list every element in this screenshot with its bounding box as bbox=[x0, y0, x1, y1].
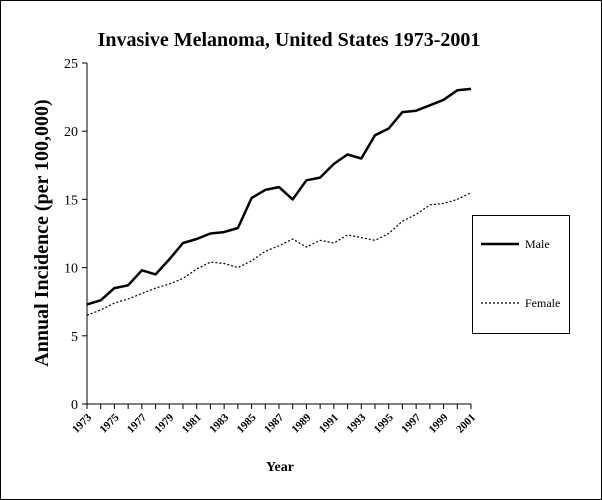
x-tick-label-4: 1981 bbox=[180, 412, 204, 436]
legend-label-female: Female bbox=[525, 296, 560, 310]
x-tick-label-8: 1989 bbox=[290, 411, 314, 435]
x-tick-label-9: 1991 bbox=[317, 412, 341, 436]
x-tick-label-10: 1993 bbox=[344, 411, 368, 435]
chart-title: Invasive Melanoma, United States 1973-20… bbox=[98, 29, 481, 51]
x-tick-label-5: 1983 bbox=[207, 411, 231, 435]
x-tick-label-11: 1995 bbox=[372, 411, 396, 435]
x-tick-label-1: 1975 bbox=[98, 411, 122, 435]
legend: Male Female bbox=[472, 215, 570, 334]
x-tick-label-2: 1977 bbox=[125, 411, 149, 435]
y-tick-label-1: 5 bbox=[71, 330, 78, 345]
x-tick-label-7: 1987 bbox=[262, 411, 286, 435]
x-tick-label-13: 1999 bbox=[427, 411, 451, 435]
x-tick-label-0: 1973 bbox=[70, 411, 94, 435]
y-tick-label-3: 15 bbox=[64, 193, 78, 208]
x-tick-label-3: 1979 bbox=[152, 411, 176, 435]
x-tick-label-12: 1997 bbox=[399, 411, 423, 435]
y-tick-label-5: 25 bbox=[64, 57, 78, 72]
x-tick-label-6: 1985 bbox=[235, 411, 259, 435]
series-line-male bbox=[86, 87, 472, 306]
y-axis-label: Annual Incidence (per 100,000) bbox=[31, 99, 53, 366]
legend-label-male: Male bbox=[525, 237, 550, 251]
y-tick-label-2: 10 bbox=[64, 262, 78, 277]
x-tick-label-14: 2001 bbox=[454, 412, 478, 436]
series-line-female bbox=[86, 192, 472, 316]
y-tick-label-0: 0 bbox=[71, 398, 78, 413]
x-axis-label: Year bbox=[266, 460, 294, 475]
y-tick-label-4: 20 bbox=[64, 125, 78, 140]
legend-content: Male Female bbox=[481, 237, 560, 310]
